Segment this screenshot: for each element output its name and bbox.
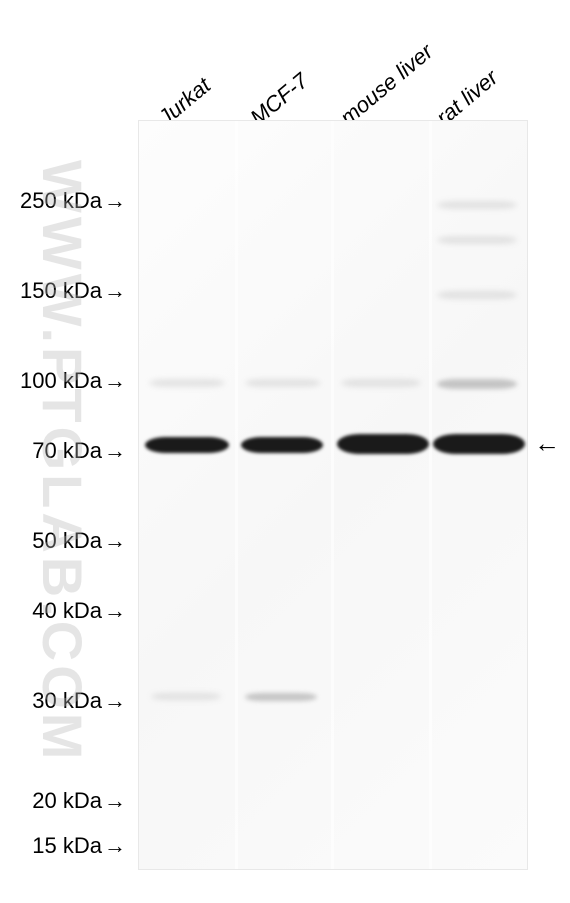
band-rat-liver-main [433,434,525,454]
marker-label-text: 150 kDa [20,278,102,303]
marker-250: 250 kDa→ [6,188,126,214]
band-jurkat-main [145,437,229,453]
marker-100: 100 kDa→ [6,368,126,394]
marker-arrow-icon: → [104,528,126,554]
marker-30: 30 kDa→ [6,688,126,714]
marker-label-text: 250 kDa [20,188,102,213]
band-rat-liver-100 [437,379,517,389]
lane-separator [235,121,238,869]
marker-arrow-icon: → [104,688,126,714]
band-mcf7-100 [245,379,321,387]
marker-label-text: 40 kDa [32,598,102,623]
lane-separator [331,121,334,869]
target-band-arrow-icon: ← [534,428,560,459]
marker-label-text: 30 kDa [32,688,102,713]
band-rat-liver-hi3 [437,291,517,299]
marker-label-text: 100 kDa [20,368,102,393]
marker-arrow-icon: → [104,438,126,464]
western-blot-figure: WWW.PTGLAB.COM Jurkat MCF-7 mouse liver … [0,0,570,903]
band-jurkat-30 [151,693,221,700]
marker-50: 50 kDa→ [6,528,126,554]
marker-arrow-icon: → [104,188,126,214]
marker-label-text: 50 kDa [32,528,102,553]
band-mcf7-30 [245,693,317,701]
marker-arrow-icon: → [104,368,126,394]
marker-label-text: 70 kDa [32,438,102,463]
band-rat-liver-hi1 [437,201,517,209]
marker-arrow-icon: → [104,833,126,859]
lane-label-mouse-liver: mouse liver [335,39,438,131]
marker-150: 150 kDa→ [6,278,126,304]
band-mouse-liver-100 [341,379,421,387]
marker-20: 20 kDa→ [6,788,126,814]
marker-label-text: 20 kDa [32,788,102,813]
marker-label-text: 15 kDa [32,833,102,858]
lane-separator [429,121,432,869]
marker-arrow-icon: → [104,598,126,624]
blot-membrane [138,120,528,870]
marker-70: 70 kDa→ [6,438,126,464]
marker-arrow-icon: → [104,278,126,304]
marker-40: 40 kDa→ [6,598,126,624]
band-rat-liver-hi2 [437,236,517,244]
band-mcf7-main [241,437,323,453]
band-jurkat-100 [149,379,225,387]
marker-15: 15 kDa→ [6,833,126,859]
band-mouse-liver-main [337,434,429,454]
marker-arrow-icon: → [104,788,126,814]
